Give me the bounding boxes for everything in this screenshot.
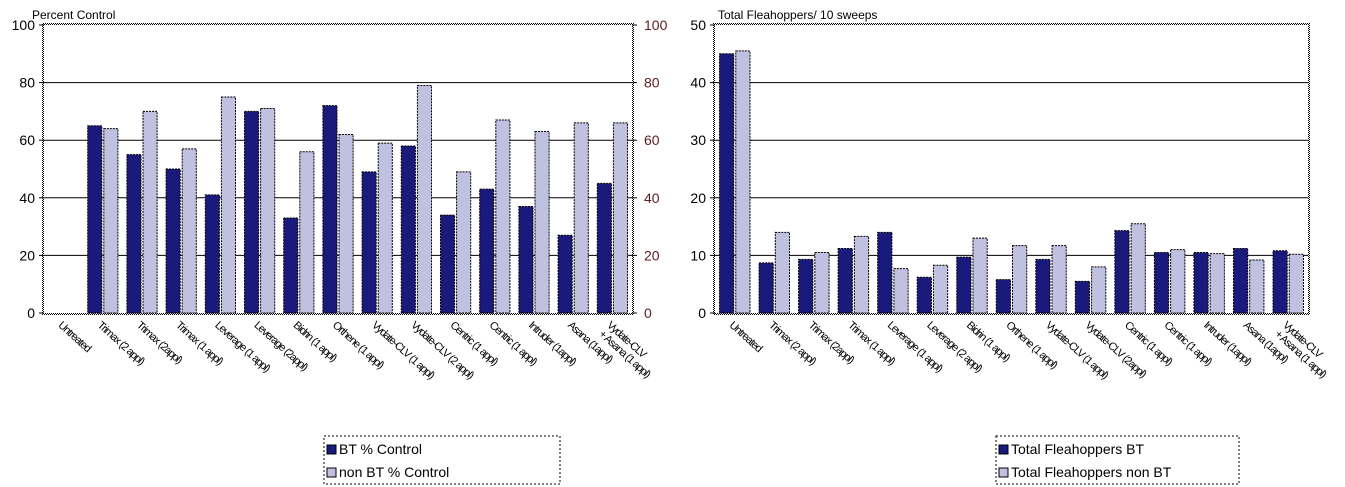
- bar: [1130, 223, 1146, 314]
- bar: [1193, 252, 1209, 314]
- bar: [877, 231, 893, 314]
- legend-box: [323, 435, 561, 485]
- bar: [142, 110, 158, 314]
- y2-tick-label: 0: [644, 305, 652, 321]
- bar: [1288, 253, 1304, 314]
- bar: [596, 182, 612, 314]
- bar: [260, 108, 276, 314]
- bar: [165, 168, 181, 314]
- bar: [1232, 247, 1249, 314]
- bar: [1249, 259, 1265, 314]
- chart-title: Percent Control: [32, 8, 115, 22]
- legend-swatch: [998, 444, 1009, 455]
- plot-frame: [713, 23, 1310, 315]
- bar: [1209, 253, 1225, 314]
- legend-swatch: [998, 467, 1009, 478]
- y2-tick-label: 60: [644, 132, 660, 148]
- x-tick-label: Untreated: [56, 319, 94, 355]
- legend-swatch: [326, 467, 337, 478]
- y-tick-label: 0: [27, 305, 35, 321]
- legend-swatch: [326, 444, 337, 455]
- y-tick-label: 0: [698, 305, 706, 321]
- y-tick-label: 80: [19, 75, 35, 91]
- bar: [1074, 280, 1091, 314]
- y2-tick-label: 20: [644, 247, 660, 263]
- bar: [87, 125, 103, 314]
- bar: [612, 122, 629, 314]
- bar: [1153, 252, 1170, 314]
- bar: [456, 171, 472, 314]
- bar: [1012, 245, 1028, 314]
- bar: [322, 105, 338, 314]
- bar: [126, 154, 142, 314]
- legend-label: Total Fleahoppers non BT: [1011, 464, 1172, 480]
- bar: [972, 237, 988, 314]
- bar: [814, 252, 830, 314]
- bar: [1051, 245, 1067, 314]
- bar: [416, 84, 433, 314]
- bar: [204, 194, 220, 314]
- bar: [299, 151, 315, 314]
- bar: [338, 133, 354, 314]
- bar: [916, 276, 932, 314]
- legend-label: non BT % Control: [339, 464, 449, 480]
- y-tick-label: 10: [690, 247, 706, 263]
- y2-tick-label: 80: [644, 75, 660, 91]
- legend-label: BT % Control: [339, 441, 422, 457]
- bar: [220, 96, 237, 314]
- chart-title: Total Fleahoppers/ 10 sweeps: [718, 8, 877, 22]
- bar: [283, 217, 299, 314]
- bar: [518, 205, 534, 314]
- bar: [893, 268, 909, 314]
- bar: [735, 50, 751, 314]
- y-tick-label: 40: [19, 190, 35, 206]
- bar: [534, 131, 550, 314]
- y2-tick-label: 100: [644, 17, 668, 33]
- legend-box: [995, 435, 1240, 485]
- x-tick-label: Untreated: [727, 319, 765, 355]
- y-tick-label: 40: [690, 75, 706, 91]
- bar: [400, 145, 416, 314]
- plot-frame: [42, 23, 634, 315]
- bar: [181, 148, 197, 314]
- y-tick-label: 20: [19, 247, 35, 263]
- bar: [243, 110, 260, 314]
- y-tick-label: 100: [12, 17, 36, 33]
- bar: [495, 119, 511, 314]
- bar: [1114, 230, 1130, 314]
- bar: [1091, 266, 1107, 314]
- bar: [573, 122, 589, 314]
- y-tick-label: 50: [690, 17, 706, 33]
- bar: [837, 247, 853, 314]
- bar: [853, 235, 870, 314]
- bar: [995, 279, 1012, 314]
- bar: [719, 53, 735, 314]
- bar: [932, 264, 949, 314]
- bar: [1035, 258, 1051, 314]
- bar: [557, 234, 573, 314]
- bar: [103, 128, 119, 314]
- bar: [1272, 250, 1288, 314]
- legend-label: Total Fleahoppers BT: [1011, 441, 1145, 457]
- y-tick-label: 20: [690, 190, 706, 206]
- bar: [1170, 249, 1186, 314]
- bar: [956, 256, 972, 314]
- bar: [377, 142, 393, 314]
- y-tick-label: 30: [690, 132, 706, 148]
- bar: [479, 188, 495, 314]
- bar: [758, 262, 774, 314]
- bar: [774, 231, 791, 314]
- y2-tick-label: 40: [644, 190, 660, 206]
- bar: [361, 171, 377, 314]
- bar: [798, 258, 814, 314]
- y-tick-label: 60: [19, 132, 35, 148]
- bar: [439, 214, 456, 314]
